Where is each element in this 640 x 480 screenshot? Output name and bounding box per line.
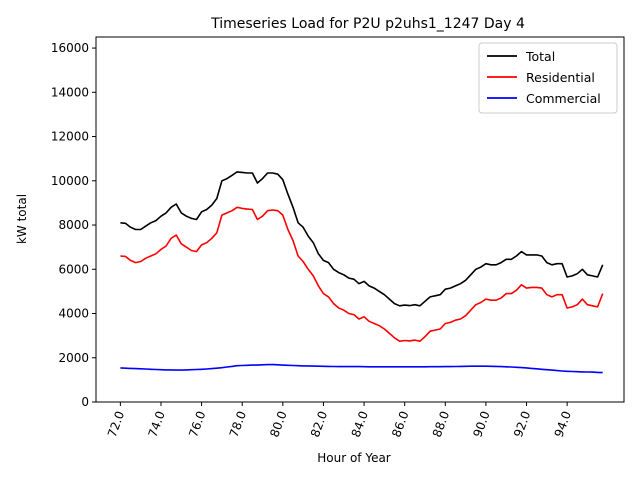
y-tick-label: 6000: [58, 262, 89, 276]
y-tick-label: 16000: [51, 41, 89, 55]
series-line-residential: [120, 206, 604, 343]
legend-label-commercial: Commercial: [526, 91, 601, 106]
legend-label-total: Total: [525, 49, 555, 64]
plot-frame: [95, 36, 625, 403]
legend: Total Residential Commercial: [478, 42, 618, 114]
y-axis-ticks: 0 2000 4000 6000 8000 10000 12000 14000 16000: [51, 41, 96, 409]
legend-label-residential: Residential: [526, 70, 595, 85]
y-tick-label: 0: [81, 395, 89, 409]
series-line-commercial: [120, 363, 603, 374]
y-axis-label: kW total: [15, 194, 29, 244]
legend-box: [478, 42, 618, 114]
y-tick-label: 14000: [51, 85, 89, 99]
chart-title: Timeseries Load for P2U p2uhs1_1247 Day …: [210, 16, 525, 32]
y-tick-label: 2000: [58, 351, 89, 365]
x-axis-label: Hour of Year: [317, 451, 391, 465]
series-layer: [120, 171, 604, 374]
y-tick-label: 10000: [51, 174, 89, 188]
y-tick-label: 4000: [58, 307, 89, 321]
y-tick-label: 12000: [51, 130, 89, 144]
series-line-total: [120, 171, 604, 307]
y-tick-label: 8000: [58, 218, 89, 232]
